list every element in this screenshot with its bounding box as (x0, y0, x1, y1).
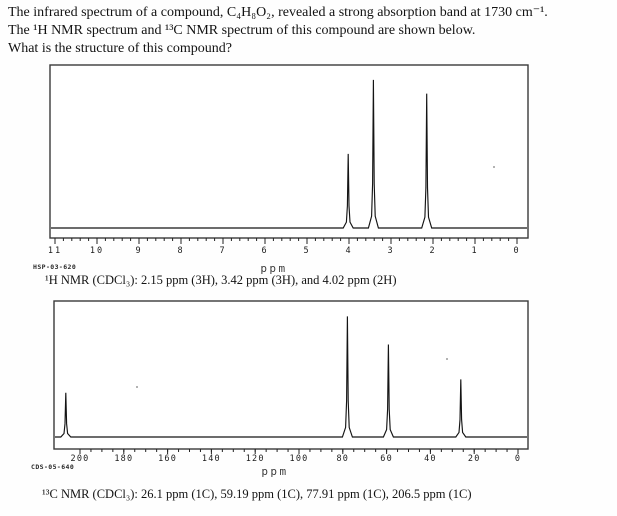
h1-tick-label: 4 (345, 246, 352, 256)
question-line-3: What is the structure of this compound? (8, 41, 232, 56)
scan-speck (446, 358, 448, 360)
h1-tick-label: 10 (90, 246, 104, 256)
h1-tick-label: 11 (48, 246, 62, 256)
h1-axis-unit-label: ppm (260, 262, 287, 275)
h1-tick-label: 6 (261, 246, 268, 256)
c13-nmr-caption: ¹³C NMR (CDCl₃): 26.1 ppm (1C), 59.19 pp… (42, 487, 472, 501)
c13-tick-label: 160 (158, 454, 177, 464)
c13-plot-frame (53, 300, 529, 450)
h1-spectrum-trace (51, 79, 527, 229)
h1-tick-label: 7 (219, 246, 226, 256)
c13-tick-label: 0 (515, 454, 521, 464)
c13-tick-label: 40 (424, 454, 437, 464)
h1-tick-label: 9 (135, 246, 142, 256)
h1-x-axis (54, 238, 518, 244)
h1-instrument-code: HSP-03-620 (33, 263, 76, 271)
h1-nmr-caption: ¹H NMR (CDCl₃): 2.15 ppm (3H), 3.42 ppm … (45, 273, 397, 287)
c13-axis-unit-label: ppm (261, 465, 288, 478)
h1-tick-label: 0 (513, 246, 520, 256)
c13-spectrum-trace (55, 316, 527, 438)
c13-tick-label: 200 (71, 454, 90, 464)
question-text: The infrared spectrum of a compound, C₄H… (8, 4, 614, 58)
c13-tick-label: 20 (468, 454, 481, 464)
c13-tick-label: 140 (202, 454, 221, 464)
h1-tick-label: 1 (471, 246, 478, 256)
h1-tick-label: 2 (429, 246, 436, 256)
h1-plot-frame (49, 64, 529, 239)
c13-tick-label: 180 (114, 454, 133, 464)
scan-speck (136, 386, 138, 388)
c13-instrument-code: CDS-05-640 (31, 463, 74, 471)
h1-tick-label: 5 (303, 246, 310, 256)
c13-x-axis (79, 449, 519, 454)
question-line-2: The ¹H NMR spectrum and ¹³C NMR spectrum… (8, 23, 476, 38)
c13-tick-label: 120 (246, 454, 265, 464)
c13-tick-label: 80 (336, 454, 349, 464)
c13-tick-label: 60 (380, 454, 393, 464)
scan-speck (493, 166, 495, 168)
question-line-1: The infrared spectrum of a compound, C₄H… (8, 5, 548, 20)
h1-tick-label: 3 (387, 246, 394, 256)
c13-tick-label: 100 (290, 454, 309, 464)
h1-tick-label: 8 (177, 246, 184, 256)
